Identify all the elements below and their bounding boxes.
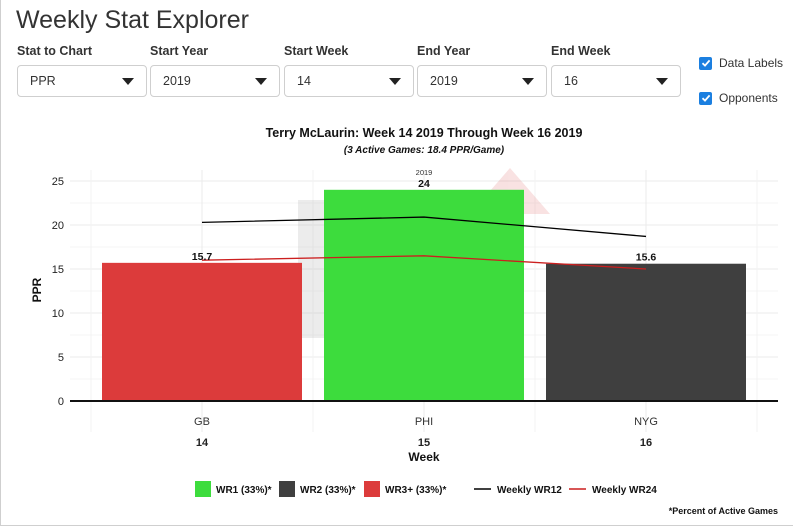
legend-label: Weekly WR12: [497, 485, 562, 496]
bar-week-15[interactable]: [324, 189, 524, 401]
chevron-down-icon: [389, 77, 401, 85]
chevron-down-icon: [122, 77, 134, 85]
stat-to-chart-control: Stat to Chart PPR: [17, 44, 147, 97]
x-opponent-label: GB: [194, 416, 210, 428]
start-week-label: Start Week: [284, 44, 349, 58]
start-year-value: 2019: [163, 74, 191, 88]
legend-label: Weekly WR24: [592, 485, 657, 496]
legend-swatch: [279, 481, 295, 497]
chevron-down-icon: [522, 77, 534, 85]
x-tick-label: 16: [640, 437, 652, 449]
data-labels-label: Data Labels: [719, 56, 784, 70]
data-label: 15.7: [192, 251, 213, 263]
y-tick-label: 25: [52, 176, 64, 188]
chart-subtitle: (3 Active Games: 18.4 PPR/Game): [344, 145, 505, 156]
x-opponent-label: NYG: [634, 416, 658, 428]
stat-to-chart-label: Stat to Chart: [17, 44, 92, 58]
x-tick-label: 15: [418, 437, 430, 449]
y-axis-title: PPR: [30, 277, 44, 302]
end-week-value: 16: [564, 74, 578, 88]
end-week-select[interactable]: 16: [551, 65, 681, 97]
chart-footnote: *Percent of Active Games: [668, 506, 778, 516]
end-year-label: End Year: [417, 44, 471, 58]
y-tick-label: 5: [58, 352, 64, 364]
start-year-label: Start Year: [150, 44, 209, 58]
end-year-control: End Year 2019: [417, 44, 547, 97]
bar-annotation: 2019: [416, 168, 433, 177]
legend-swatch: [364, 481, 380, 497]
y-tick-label: 20: [52, 220, 64, 232]
end-week-control: End Week 16: [551, 44, 681, 97]
y-tick-label: 15: [52, 264, 64, 276]
opponents-checkbox[interactable]: Opponents: [699, 91, 778, 105]
y-tick-label: 10: [52, 308, 64, 320]
data-label: 15.6: [636, 252, 657, 264]
line-weekly-wr24: [201, 255, 647, 270]
x-tick-label: 14: [196, 437, 209, 449]
data-labels-checkbox[interactable]: Data Labels: [699, 56, 783, 70]
start-year-select[interactable]: 2019: [150, 65, 280, 97]
y-tick-label: 0: [58, 396, 64, 408]
legend-label: WR3+ (33%)*: [385, 485, 447, 496]
chart-title: Terry McLaurin: Week 14 2019 Through Wee…: [266, 126, 583, 140]
legend-label: WR1 (33%)*: [216, 485, 272, 496]
stat-to-chart-select[interactable]: PPR: [17, 65, 147, 97]
start-year-control: Start Year 2019: [150, 44, 280, 97]
checkbox-checked-icon: [699, 56, 712, 70]
legend-swatch: [195, 481, 211, 497]
stat-to-chart-value: PPR: [30, 74, 56, 88]
end-year-select[interactable]: 2019: [417, 65, 547, 97]
end-week-label: End Week: [551, 44, 611, 58]
data-label: 24: [418, 178, 430, 190]
chevron-down-icon: [656, 77, 668, 85]
chevron-down-icon: [255, 77, 267, 85]
start-week-control: Start Week 14: [284, 44, 414, 97]
bar-week-14[interactable]: [102, 262, 302, 401]
end-year-value: 2019: [430, 74, 458, 88]
bar-week-16[interactable]: [546, 263, 746, 401]
checkbox-checked-icon: [699, 91, 712, 105]
x-opponent-label: PHI: [415, 416, 433, 428]
line-weekly-wr12: [201, 216, 647, 238]
start-week-select[interactable]: 14: [284, 65, 414, 97]
x-axis-title: Week: [408, 450, 439, 464]
app-title: Weekly Stat Explorer: [16, 6, 249, 34]
legend-label: WR2 (33%)*: [300, 485, 356, 496]
opponents-label: Opponents: [719, 91, 778, 105]
start-week-value: 14: [297, 74, 311, 88]
